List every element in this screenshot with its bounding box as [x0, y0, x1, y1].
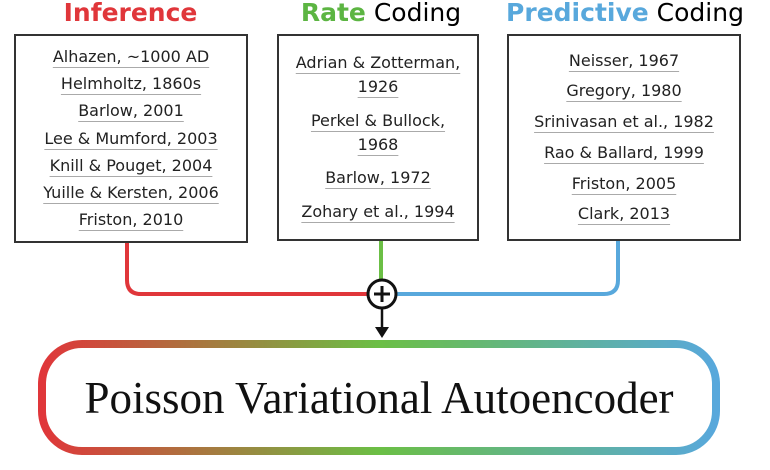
reference: Zohary et al., 1994 — [301, 201, 455, 221]
reference: Clark, 2013 — [577, 204, 671, 224]
reference: Lee & Mumford, 2003 — [44, 128, 218, 148]
column-title: Inference — [14, 0, 247, 27]
reference: Neisser, 1967 — [568, 50, 680, 70]
reference-box: Neisser, 1967 Gregory, 1980 Srinivasan et … — [507, 34, 741, 241]
reference: Srinivasan et al., 1982 — [534, 112, 714, 132]
arrow-head — [375, 327, 389, 338]
title-highlight: Rate — [300, 0, 366, 27]
reference: Knill & Pouget, 2004 — [49, 155, 213, 175]
reference: Adrian & Zotterman, 1926 — [295, 53, 461, 97]
reference: Helmholtz, 1860s — [60, 74, 202, 94]
reference: Alhazen, ~1000 AD — [52, 47, 210, 67]
reference: Barlow, 2001 — [78, 101, 184, 121]
column-title: Predictive Coding — [490, 0, 760, 27]
reference: Rao & Ballard, 1999 — [544, 142, 704, 162]
reference: Friston, 2005 — [571, 173, 677, 193]
output-box — [38, 340, 720, 455]
reference: Barlow, 1972 — [325, 168, 431, 188]
red-line — [125, 242, 368, 296]
title-highlight: Inference — [63, 0, 198, 27]
reference: Friston, 2010 — [78, 209, 184, 229]
title-rest: Coding — [656, 0, 744, 27]
reference-box: Alhazen, ~1000 AD Helmholtz, 1860s Barlow,… — [14, 34, 248, 243]
reference: Gregory, 1980 — [566, 81, 682, 101]
reference-box: Adrian & Zotterman, 1926 Perkel & Bullock… — [277, 34, 479, 241]
title-highlight: Predictive — [506, 0, 649, 27]
column-title: Rate Coding — [250, 0, 512, 27]
reference: Yuille & Kersten, 2006 — [43, 182, 219, 202]
blue-line — [396, 240, 620, 296]
plus-sign — [374, 286, 390, 302]
output-label: Poisson Variational Autoencoder — [84, 372, 674, 423]
reference: Perkel & Bullock, 1968 — [310, 110, 446, 154]
title-rest: Coding — [373, 0, 462, 27]
